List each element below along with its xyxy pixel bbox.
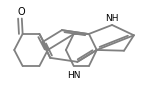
Text: NH: NH	[105, 14, 119, 22]
Text: HN: HN	[67, 71, 80, 80]
Text: O: O	[17, 7, 25, 17]
